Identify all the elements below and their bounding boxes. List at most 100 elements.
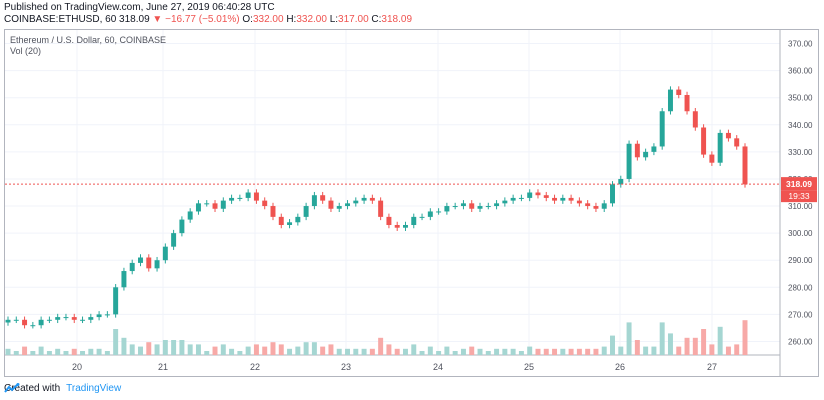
volume-bar (684, 337, 690, 355)
y-tick-label: 280.00 (788, 283, 813, 292)
volume-bar (171, 340, 177, 355)
candle-body (96, 314, 102, 318)
candle-body (411, 216, 417, 225)
volume-bar (552, 348, 558, 355)
volume-bar (485, 351, 491, 355)
volume-bar (527, 346, 533, 355)
volume-bar (80, 351, 86, 355)
volume-bar (585, 348, 591, 355)
volume-bar (38, 346, 44, 355)
volume-bar (667, 333, 673, 355)
volume-bar (436, 351, 442, 355)
volume-bar (204, 351, 210, 355)
volume-bar (63, 351, 69, 355)
y-tick-label: 300.00 (788, 229, 813, 238)
volume-bar (154, 344, 160, 355)
volume-bar (709, 344, 715, 355)
volume-bar (30, 351, 36, 355)
candle-body (659, 111, 665, 147)
y-tick-label: 340.00 (788, 121, 813, 130)
volume-bar (96, 348, 102, 355)
volume-bar (651, 346, 657, 355)
volume-bar (113, 329, 119, 355)
volume-bar (535, 348, 541, 355)
volume-bar (46, 351, 52, 355)
candle-body (469, 203, 475, 209)
y-tick-label: 360.00 (788, 67, 813, 76)
published-line: Published on TradingView.com, June 27, 2… (4, 2, 275, 13)
y-tick-label: 260.00 (788, 337, 813, 346)
volume-bar (229, 348, 235, 355)
candle-body (121, 271, 127, 288)
low-value: 317.00 (338, 14, 369, 25)
candle-body (345, 203, 351, 207)
volume-bar (618, 346, 624, 355)
chart-panel[interactable] (4, 29, 819, 377)
volume-bar (510, 348, 516, 355)
candle-body (593, 206, 599, 209)
candle-body (187, 211, 193, 220)
candle-body (88, 317, 94, 320)
candle-body (220, 200, 226, 209)
candle-body (336, 206, 342, 209)
volume-legend: Vol (20) (10, 46, 42, 56)
volume-bar (262, 346, 268, 355)
candle-body (171, 233, 177, 247)
volume-bar (179, 340, 185, 355)
volume-bar (411, 344, 417, 355)
candle-body (585, 203, 591, 207)
candle-body (518, 197, 524, 199)
candle-body (552, 197, 558, 201)
candle-body (253, 192, 259, 201)
candle-body (245, 192, 251, 198)
candle-body (477, 206, 483, 209)
volume-bar (162, 340, 168, 355)
candle-body (204, 203, 210, 205)
volume-bar (659, 322, 665, 355)
volume-bar (71, 348, 77, 355)
candle-body (502, 200, 508, 204)
price-tag-value: 318.09 (786, 179, 812, 189)
x-tick-label: 23 (341, 362, 351, 372)
volume-bar (13, 351, 19, 355)
candle-body (146, 257, 152, 269)
volume-bar (129, 344, 135, 355)
candle-body (154, 260, 160, 269)
candle-body (610, 184, 615, 204)
volume-bar (287, 348, 293, 355)
candle-body (485, 206, 491, 208)
open-label: O: (242, 14, 253, 25)
candle-body (427, 211, 433, 217)
candle-body (138, 257, 143, 263)
volume-bar (543, 348, 549, 355)
open-value: 332.00 (252, 14, 284, 25)
volume-bar (717, 326, 723, 355)
y-tick-label: 350.00 (788, 94, 813, 103)
created-with-label: Created with (4, 383, 61, 394)
volume-bar (138, 346, 143, 355)
tradingview-brand[interactable]: TradingView (66, 383, 122, 394)
candle-body (560, 197, 566, 201)
candle-body (361, 197, 367, 201)
volume-bar (55, 348, 61, 355)
volume-bar (353, 348, 359, 355)
candle-body (402, 225, 408, 228)
candle-body (742, 146, 748, 185)
volume-bar (220, 344, 226, 355)
volume-bar (345, 348, 351, 355)
candle-body (494, 203, 500, 207)
candle-body (71, 317, 77, 320)
volume-bar (460, 348, 466, 355)
volume-bar (725, 346, 731, 355)
volume-bar (336, 348, 342, 355)
volume-bar (494, 348, 500, 355)
high-value: 332.00 (296, 14, 327, 25)
candle-body (394, 225, 400, 228)
volume-bar (270, 342, 276, 355)
volume-bar (560, 348, 566, 355)
candle-body (626, 143, 632, 179)
y-tick-label: 310.00 (788, 202, 813, 211)
volume-bar (601, 346, 607, 355)
candle-body (734, 138, 740, 147)
